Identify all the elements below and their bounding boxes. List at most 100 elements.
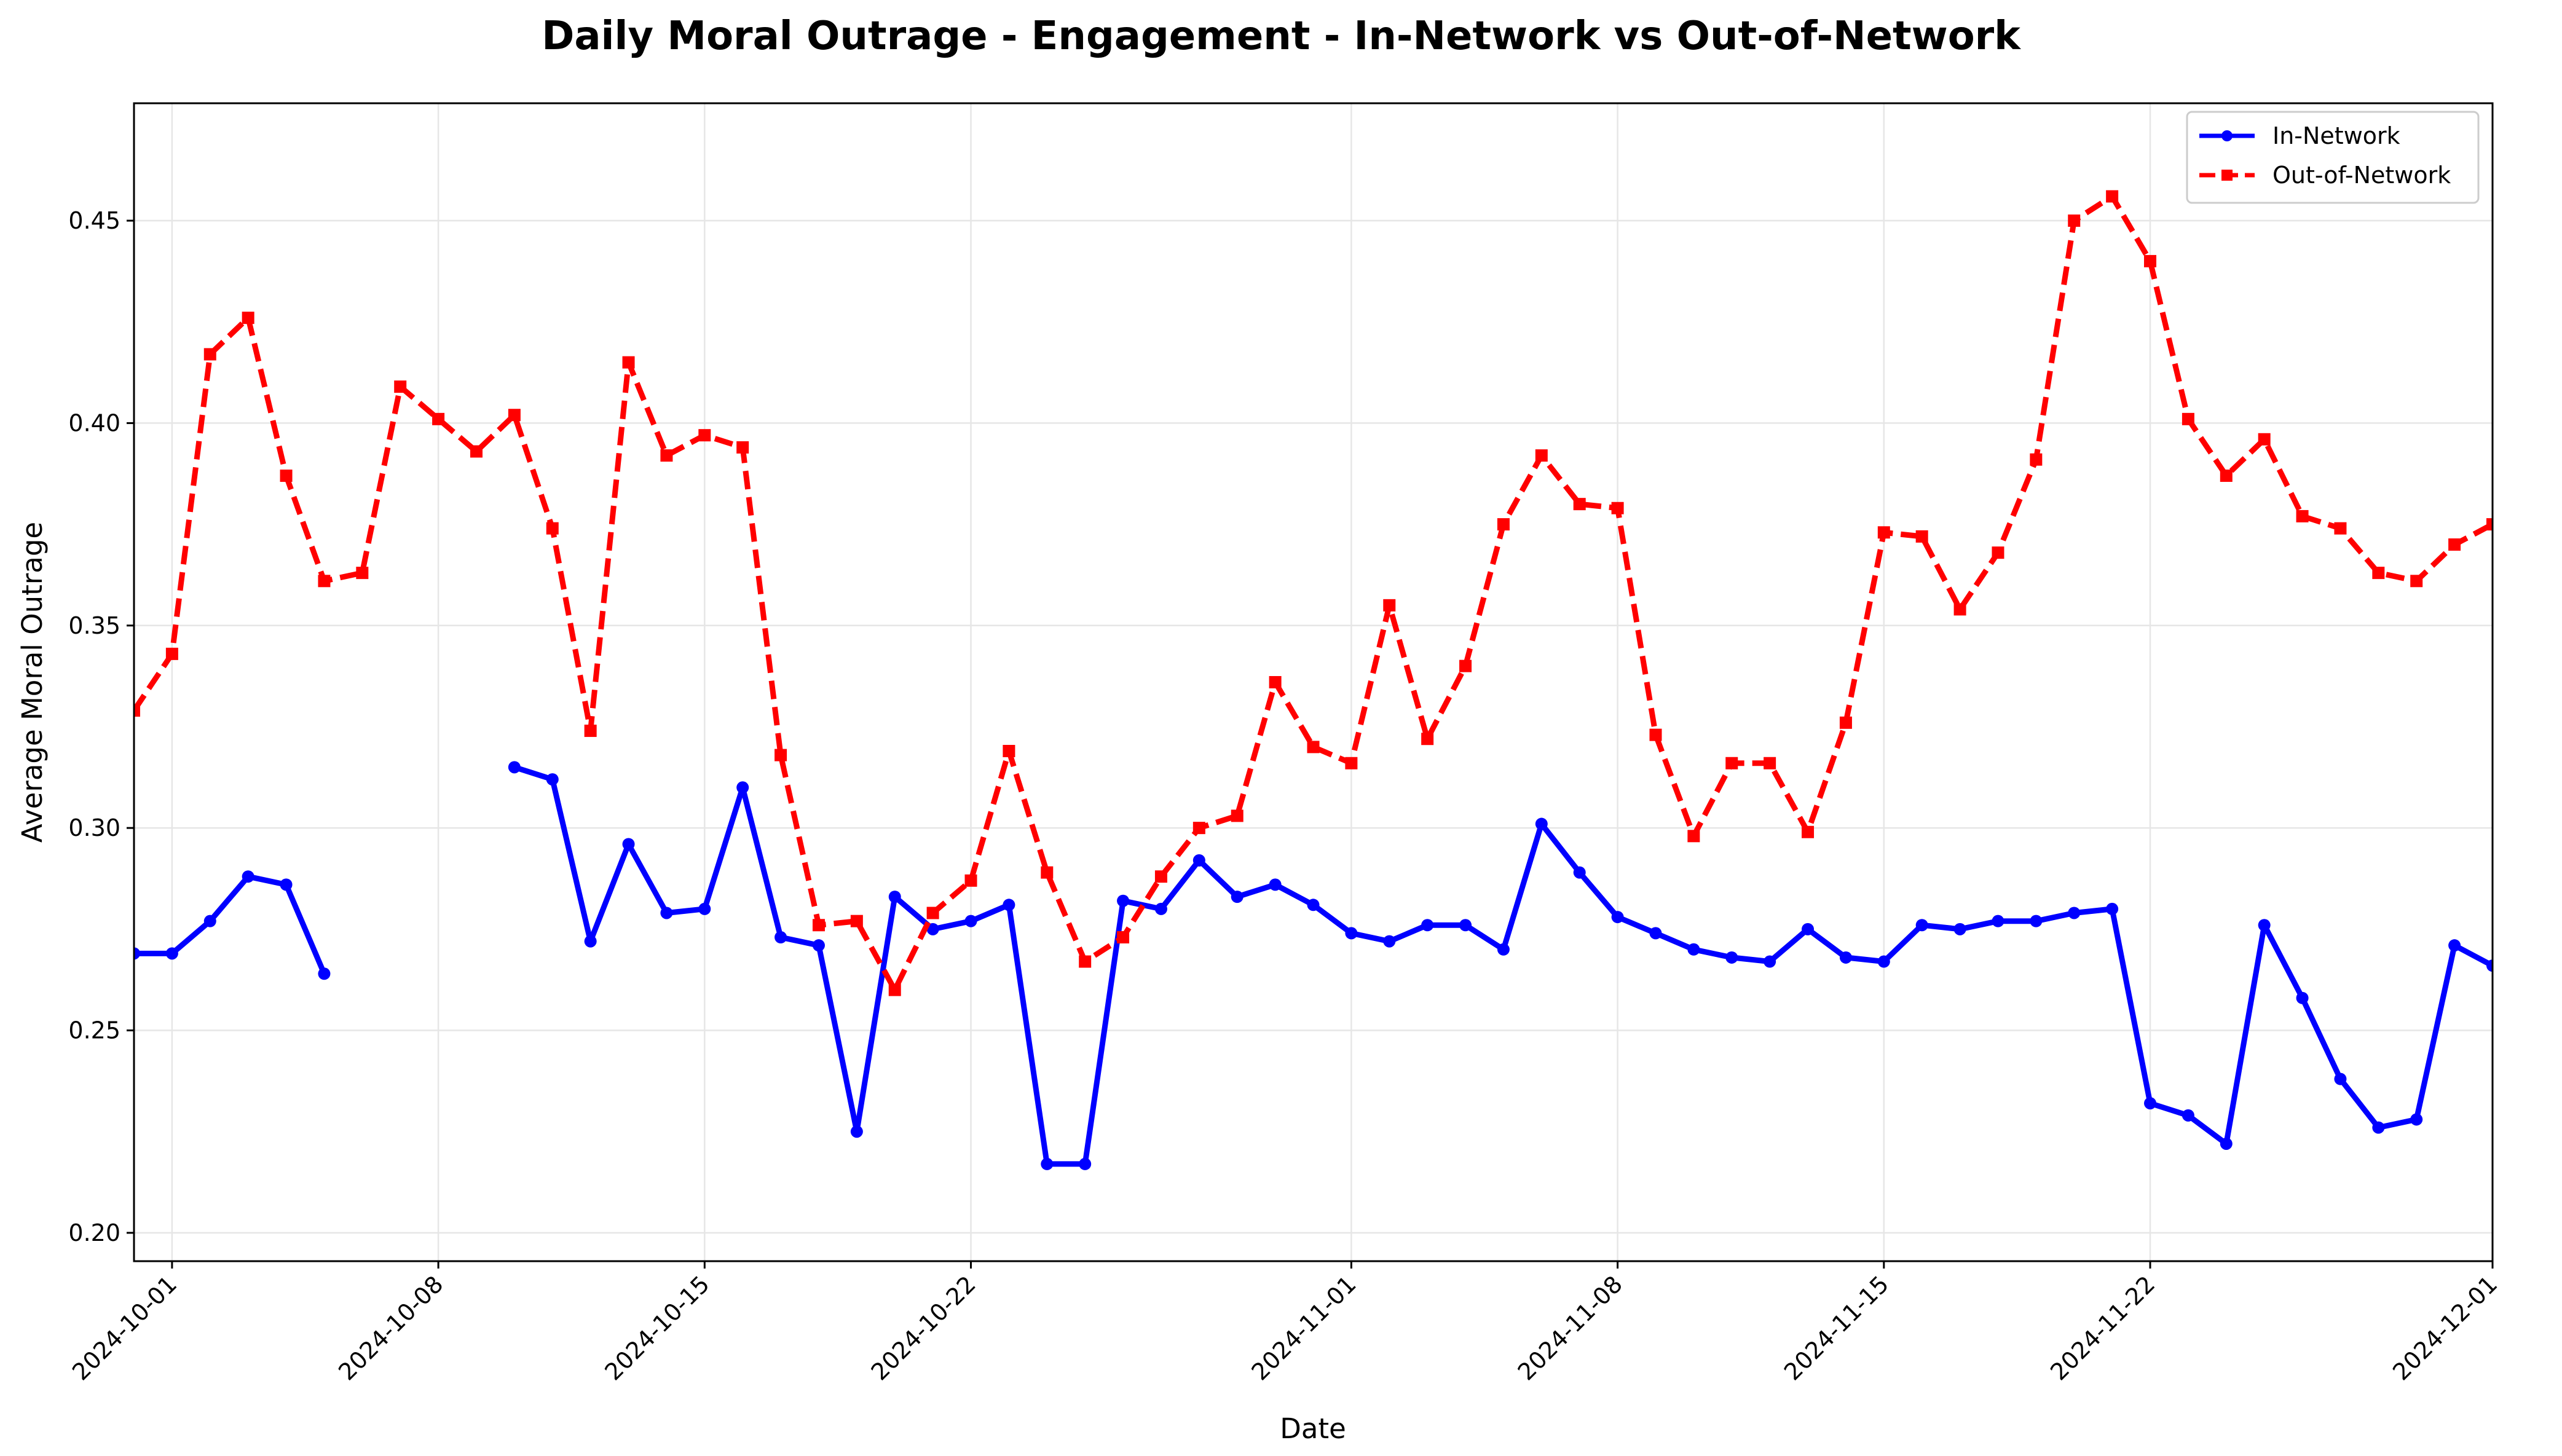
data-point — [775, 749, 787, 761]
data-point — [2144, 254, 2157, 267]
data-point — [1421, 733, 1434, 746]
data-point — [1003, 744, 1015, 757]
data-point — [698, 902, 711, 915]
data-point — [926, 907, 939, 919]
grid — [134, 103, 2494, 1261]
series-line-in-network — [134, 765, 2493, 1167]
data-point — [1687, 943, 1700, 956]
data-point — [1953, 603, 1966, 616]
data-point — [622, 838, 635, 851]
x-tick-label: 2024-11-22 — [2045, 1270, 2160, 1385]
y-tick-label: 0.40 — [68, 409, 120, 436]
data-point — [1915, 530, 1928, 543]
series-line-out-of-network — [134, 194, 2493, 993]
data-point — [1611, 502, 1624, 514]
data-point — [2372, 1121, 2385, 1134]
data-point — [1231, 809, 1244, 822]
data-point — [1192, 854, 1205, 867]
data-point — [1802, 825, 1815, 838]
data-point — [1459, 659, 1472, 672]
x-axis: 2024-10-01 2024-10-08 2024-10-15 2024-10-22… — [67, 1261, 2502, 1386]
data-point — [546, 522, 559, 535]
data-point — [1154, 902, 1167, 915]
data-point — [2106, 902, 2119, 915]
data-point — [926, 923, 939, 935]
data-point — [584, 935, 597, 948]
data-point — [1573, 866, 1586, 879]
data-point — [736, 781, 749, 794]
y-axis-label: Average Moral Outrage — [16, 522, 49, 843]
data-point — [165, 647, 178, 660]
data-point — [318, 967, 331, 980]
data-point — [242, 312, 254, 325]
series-in-network — [134, 761, 2493, 1170]
data-point — [242, 870, 254, 883]
data-point — [546, 773, 559, 786]
data-point — [1003, 899, 1015, 911]
data-point — [1764, 757, 1776, 769]
data-point — [1535, 817, 1548, 830]
x-tick-label: 2024-10-08 — [333, 1270, 448, 1385]
legend-marker-out-of-network — [2221, 170, 2233, 181]
data-point — [2258, 433, 2271, 446]
data-point — [584, 725, 597, 738]
data-point — [203, 348, 216, 361]
x-tick-label: 2024-10-15 — [599, 1270, 714, 1385]
data-point — [2486, 518, 2493, 531]
data-point — [2144, 1097, 2157, 1110]
legend-marker-in-network — [2221, 130, 2233, 141]
data-point — [1992, 915, 2004, 927]
data-point — [964, 874, 977, 887]
data-point — [470, 445, 483, 458]
data-point — [2334, 1072, 2347, 1085]
data-point — [2410, 575, 2423, 588]
data-point — [1649, 728, 1662, 741]
data-point — [2410, 1113, 2423, 1126]
data-point — [736, 441, 749, 454]
data-point — [280, 470, 293, 482]
data-point — [203, 915, 216, 927]
data-point — [2220, 470, 2233, 482]
x-tick-label: 2024-11-15 — [1779, 1270, 1894, 1385]
data-point — [2334, 522, 2347, 535]
data-point — [1269, 878, 1282, 891]
data-point — [1877, 526, 1890, 539]
data-point — [1725, 951, 1738, 964]
data-point — [1687, 830, 1700, 843]
plot-area-frame — [133, 102, 2494, 1262]
data-point — [2372, 567, 2385, 580]
data-point — [1079, 1157, 1092, 1170]
data-point — [2220, 1137, 2233, 1150]
data-point — [1192, 822, 1205, 835]
data-point — [1573, 498, 1586, 511]
data-point — [660, 907, 673, 919]
data-point — [1611, 911, 1624, 924]
legend-box — [2186, 111, 2480, 204]
legend: In-Network Out-of-Network — [2186, 111, 2480, 204]
data-point — [1383, 935, 1396, 948]
y-tick-label: 0.20 — [68, 1219, 120, 1246]
data-point — [1079, 955, 1092, 968]
data-point — [1383, 599, 1396, 612]
y-tick-label: 0.45 — [68, 207, 120, 234]
data-point — [134, 704, 140, 717]
data-point — [1041, 1157, 1054, 1170]
data-point — [2030, 915, 2043, 927]
y-axis: 0.20 0.25 0.30 0.35 0.40 0.45 — [68, 207, 134, 1246]
data-point — [432, 412, 445, 425]
data-point — [1421, 919, 1434, 932]
data-point — [660, 449, 673, 462]
series-out-of-network — [134, 190, 2493, 996]
data-point — [1307, 741, 1320, 754]
legend-label-out-of-network: Out-of-Network — [2272, 162, 2451, 189]
data-point — [850, 915, 863, 927]
data-point — [1231, 891, 1244, 903]
data-point — [2068, 907, 2081, 919]
data-point — [1497, 943, 1510, 956]
data-point — [698, 429, 711, 442]
data-point — [1839, 716, 1852, 729]
data-point — [888, 983, 901, 996]
chart-title: Daily Moral Outrage - Engagement - In-Ne… — [542, 14, 2021, 59]
data-point — [2448, 939, 2461, 952]
data-point — [1307, 899, 1320, 911]
